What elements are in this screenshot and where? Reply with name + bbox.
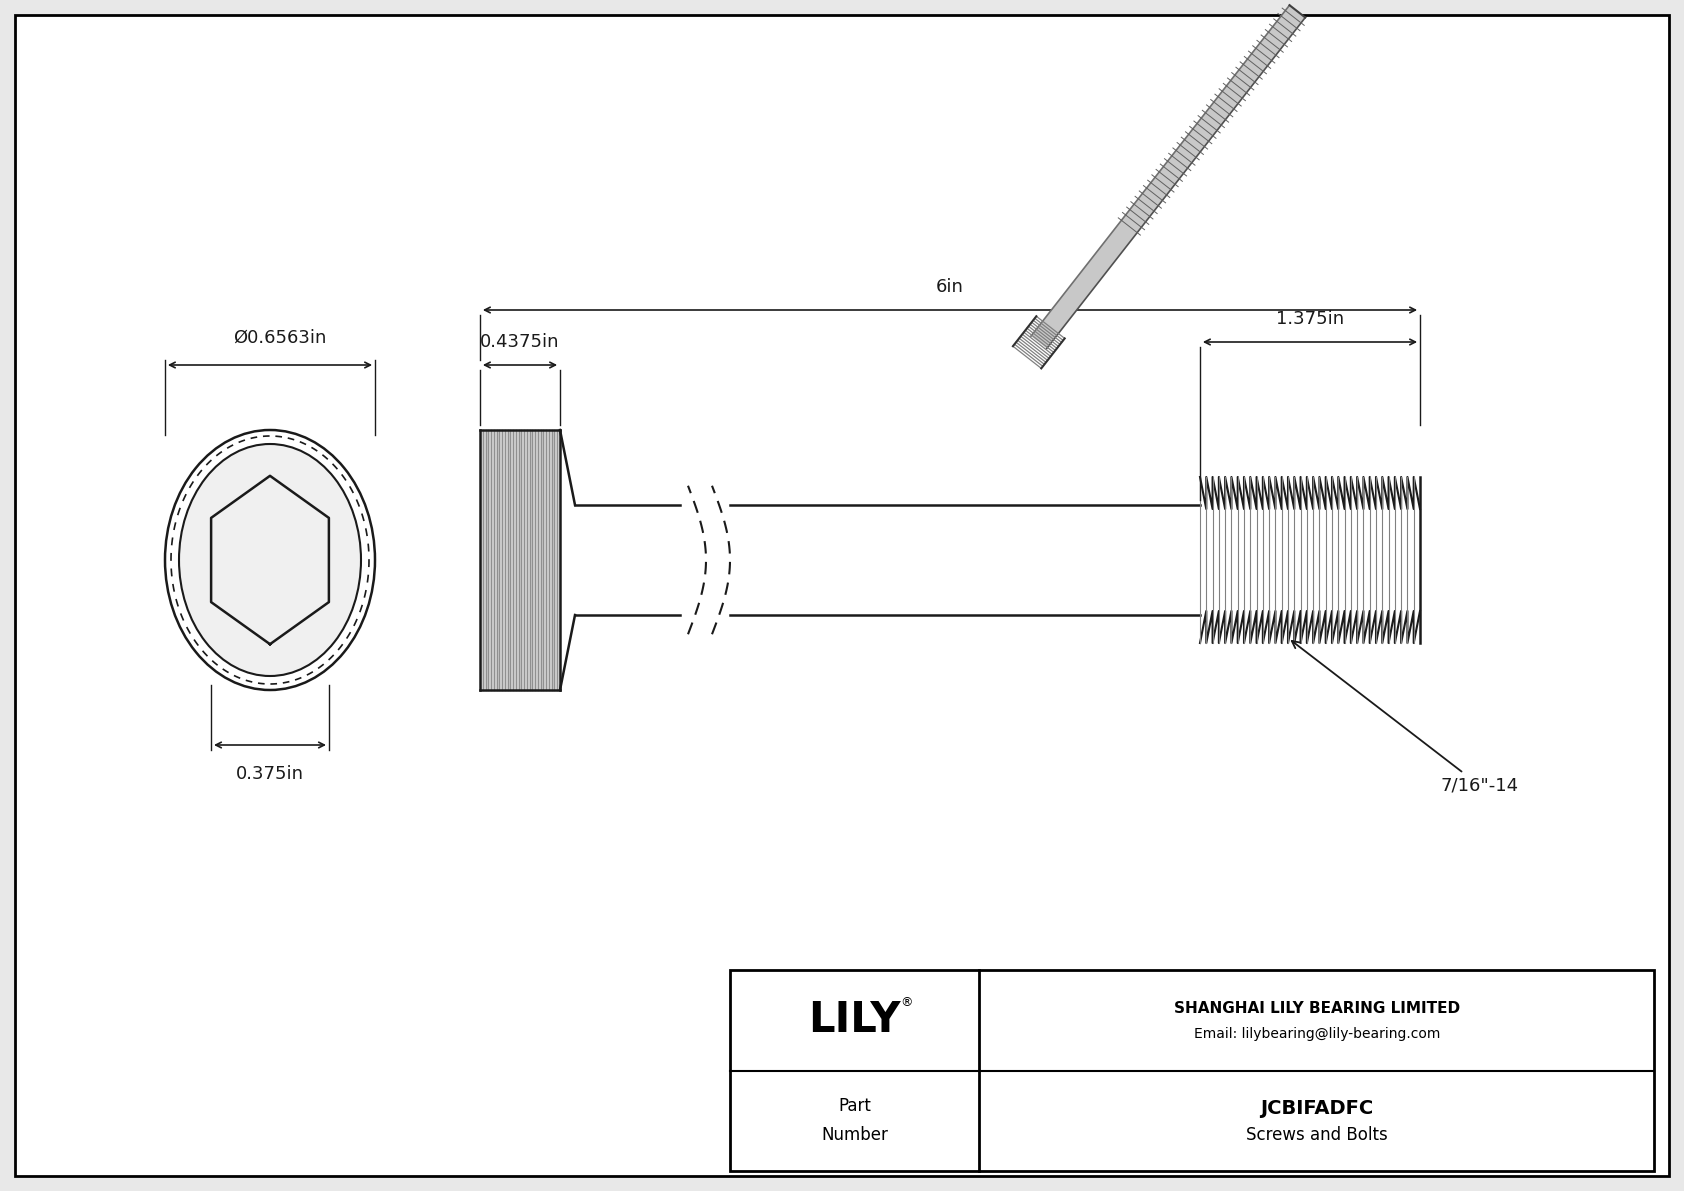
Text: SHANGHAI LILY BEARING LIMITED: SHANGHAI LILY BEARING LIMITED: [1174, 1000, 1460, 1016]
Text: Email: lilybearing@lily-bearing.com: Email: lilybearing@lily-bearing.com: [1194, 1028, 1440, 1041]
Text: Part
Number: Part Number: [822, 1097, 887, 1145]
Text: 0.4375in: 0.4375in: [480, 333, 559, 351]
Text: 7/16"-14: 7/16"-14: [1292, 641, 1517, 794]
Ellipse shape: [179, 444, 360, 676]
Text: Ø0.6563in: Ø0.6563in: [234, 329, 327, 347]
Text: 6in: 6in: [936, 278, 963, 297]
Text: JCBIFADFC: JCBIFADFC: [1260, 1099, 1374, 1118]
Bar: [480, 430, 561, 690]
Polygon shape: [1031, 5, 1305, 349]
Text: ®: ®: [901, 996, 913, 1009]
Text: 1.375in: 1.375in: [1276, 310, 1344, 328]
Text: 0.375in: 0.375in: [236, 765, 305, 782]
Text: LILY: LILY: [808, 999, 901, 1041]
Bar: [729, 969, 1654, 1171]
Text: Screws and Bolts: Screws and Bolts: [1246, 1125, 1388, 1143]
